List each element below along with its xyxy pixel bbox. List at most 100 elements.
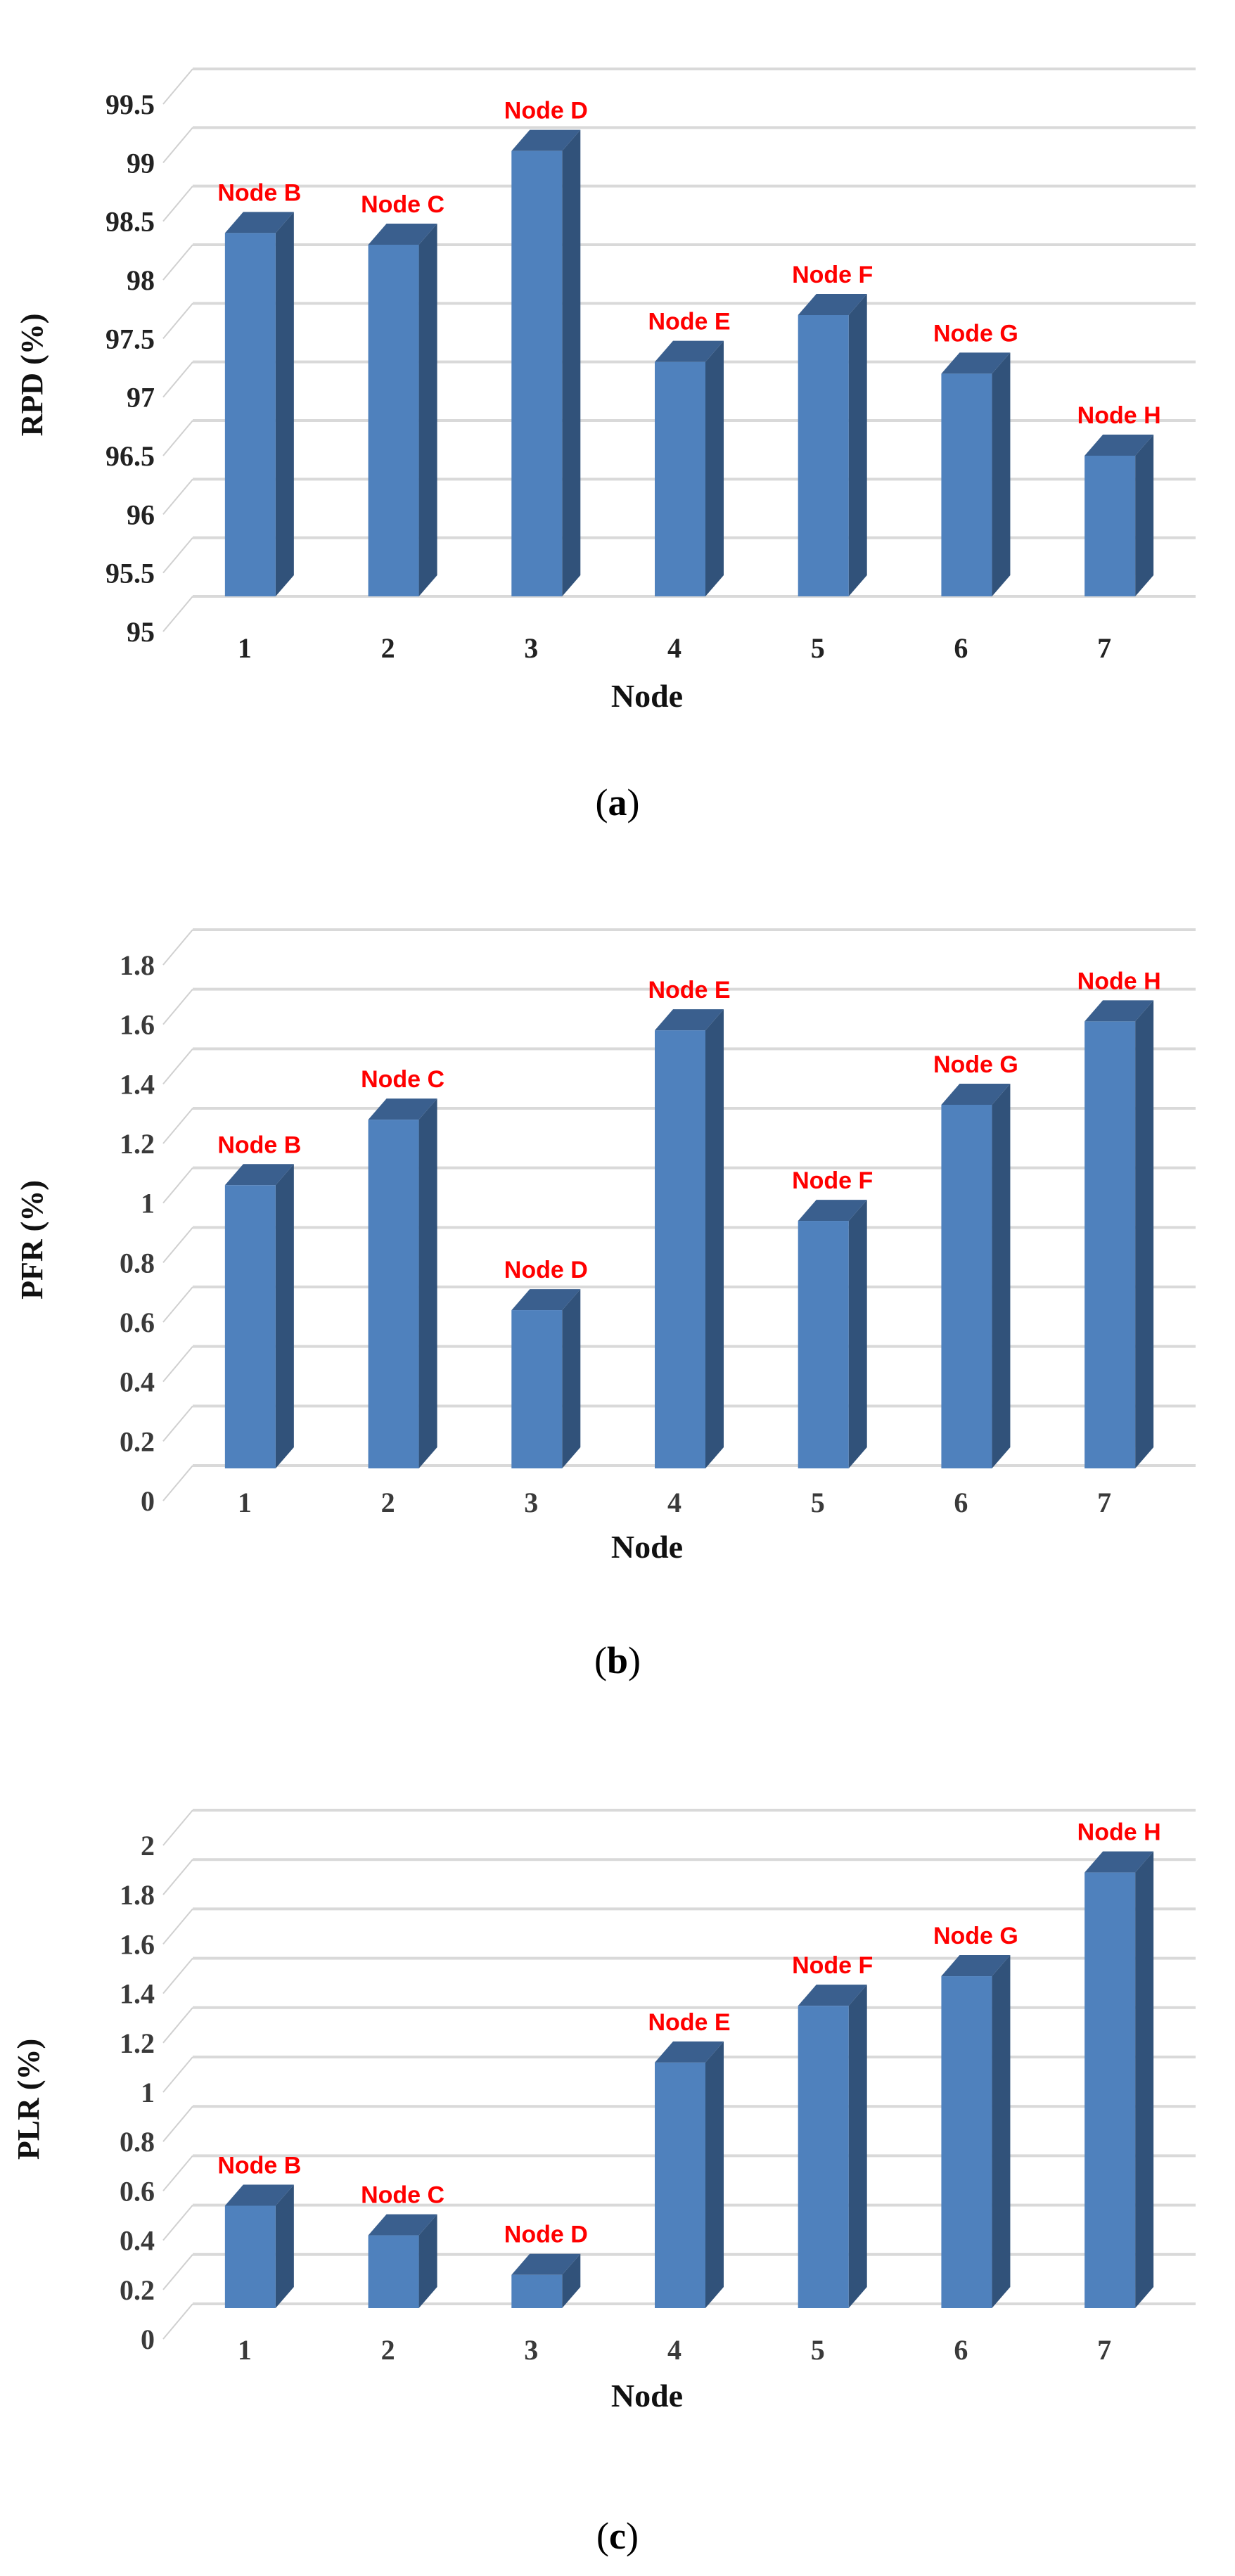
bar-data-label: Node G (933, 1051, 1018, 1078)
bar-data-label: Node G (933, 1923, 1018, 1949)
y-tick-label: 1.8 (120, 1879, 155, 1911)
bar-data-label: Node C (361, 1066, 444, 1093)
bar-data-label: Node D (504, 98, 588, 124)
bar-node-f: Node F (792, 1952, 873, 2308)
bar-data-label: Node B (217, 2152, 301, 2179)
y-tick-label: 1.6 (120, 1009, 155, 1041)
x-axis-title: Node (611, 2378, 683, 2414)
y-tick-label: 95.5 (105, 558, 155, 589)
rpd-bar-chart: 95 95.5 96 96.5 97 97.5 98 98.5 99 99.5 RPD (%) Nod… (15, 68, 1196, 714)
y-axis-ticks: 95 95.5 96 96.5 97 97.5 98 98.5 99 99.5 (105, 89, 155, 648)
y-tick-label: 0.2 (120, 2274, 155, 2306)
y-tick-label: 96 (127, 499, 155, 530)
x-axis-title: Node (611, 1529, 683, 1565)
y-tick-label: 96.5 (105, 440, 155, 472)
y-tick-label: 0.4 (120, 1366, 155, 1398)
x-tick-label: 2 (381, 2334, 395, 2366)
bar-data-label: Node E (648, 2009, 730, 2036)
bar-data-label: Node H (1077, 1819, 1161, 1846)
y-tick-label: 99 (127, 147, 155, 179)
y-tick-label: 1.2 (120, 2027, 155, 2059)
x-tick-label: 7 (1097, 632, 1111, 664)
chart-panel-a: 95 95.5 96 96.5 97 97.5 98 98.5 99 99.5 RPD (%) Nod… (0, 0, 1235, 844)
y-tick-label: 99.5 (105, 89, 155, 120)
bar-data-label: Node H (1077, 402, 1161, 429)
y-tick-label: 95 (127, 616, 155, 648)
bar-node-c: Node C (361, 1066, 444, 1468)
x-tick-label: 7 (1097, 1487, 1111, 1518)
bar-node-h: Node H (1077, 968, 1161, 1468)
bar-node-h: Node H (1077, 402, 1161, 596)
bar-node-g: Node G (933, 1051, 1018, 1468)
bar-data-label: Node C (361, 191, 444, 218)
y-axis-ticks: 0 0.2 0.4 0.6 0.8 1 1.2 1.4 1.6 1.8 2 (120, 1830, 155, 2355)
bar-node-c: Node C (361, 2182, 444, 2308)
y-axis-title: RPD (%) (15, 314, 49, 437)
bar-node-g: Node G (933, 1923, 1018, 2308)
y-tick-label: 1.6 (120, 1928, 155, 1960)
y-axis-ticks: 0 0.2 0.4 0.6 0.8 1 1.2 1.4 1.6 1.8 (120, 949, 155, 1517)
bar-node-d: Node D (504, 98, 588, 596)
x-tick-label: 4 (667, 1487, 682, 1518)
x-tick-label: 6 (954, 2334, 968, 2366)
chart-panel-c: 0 0.2 0.4 0.6 0.8 1 1.2 1.4 1.6 1.8 2 PLR (%) Node B… (0, 1758, 1235, 2461)
y-tick-label: 1 (141, 2077, 155, 2108)
x-tick-label: 5 (811, 2334, 825, 2366)
bar-data-label: Node B (217, 1132, 301, 1158)
y-tick-label: 1.2 (120, 1128, 155, 1160)
bar-node-c: Node C (361, 191, 444, 596)
y-tick-label: 0.6 (120, 1307, 155, 1338)
bar-data-label: Node D (504, 1257, 588, 1283)
bars: Node B Node C Node D Node E Node F Node G Node… (217, 968, 1161, 1468)
x-tick-label: 2 (381, 1487, 395, 1518)
x-tick-label: 5 (811, 632, 825, 664)
bar-node-b: Node B (217, 2152, 301, 2308)
x-tick-label: 2 (381, 632, 395, 664)
x-tick-label: 6 (954, 632, 968, 664)
x-tick-label: 3 (524, 2334, 538, 2366)
bar-node-d: Node D (504, 2222, 588, 2308)
y-tick-label: 97.5 (105, 323, 155, 354)
y-tick-label: 0.2 (120, 1425, 155, 1457)
x-tick-label: 1 (238, 632, 252, 664)
bar-data-label: Node E (648, 309, 730, 335)
x-tick-label: 7 (1097, 2334, 1111, 2366)
bar-node-e: Node E (648, 309, 731, 596)
y-tick-label: 0.8 (120, 1247, 155, 1279)
plr-bar-chart: 0 0.2 0.4 0.6 0.8 1 1.2 1.4 1.6 1.8 2 PLR (%) Node B… (11, 1809, 1196, 2414)
x-tick-label: 1 (238, 1487, 252, 1518)
y-tick-label: 0 (141, 2324, 155, 2355)
x-tick-label: 4 (667, 632, 682, 664)
bar-data-label: Node H (1077, 968, 1161, 994)
x-axis-title: Node (611, 678, 683, 714)
bar-data-label: Node C (361, 2182, 444, 2209)
y-tick-label: 1.4 (120, 1068, 155, 1100)
caption-c: (c) (596, 2515, 639, 2557)
y-tick-label: 2 (141, 1830, 155, 1861)
bars: Node B Node C Node D Node E Node F Node G Node… (217, 1819, 1161, 2308)
bar-data-label: Node F (792, 1167, 873, 1194)
y-tick-label: 0 (141, 1485, 155, 1517)
bar-node-b: Node B (217, 179, 301, 596)
bar-data-label: Node G (933, 320, 1018, 347)
y-tick-label: 0.8 (120, 2126, 155, 2158)
bar-node-h: Node H (1077, 1819, 1161, 2308)
bar-data-label: Node E (648, 977, 730, 1004)
bars: Node B Node C Node D Node E Node F Node G Node… (217, 98, 1161, 596)
bar-node-f: Node F (792, 262, 873, 596)
bar-data-label: Node D (504, 2222, 588, 2248)
y-tick-label: 97 (127, 382, 155, 414)
x-tick-label: 3 (524, 632, 538, 664)
x-tick-label: 3 (524, 1487, 538, 1518)
x-tick-label: 4 (667, 2334, 682, 2366)
bar-node-g: Node G (933, 320, 1018, 596)
bar-node-d: Node D (504, 1257, 588, 1468)
caption-a: (a) (595, 781, 640, 824)
x-tick-label: 5 (811, 1487, 825, 1518)
y-tick-label: 1.8 (120, 949, 155, 981)
y-tick-label: 0.4 (120, 2225, 155, 2257)
y-tick-label: 98 (127, 264, 155, 296)
x-tick-label: 1 (238, 2334, 252, 2366)
